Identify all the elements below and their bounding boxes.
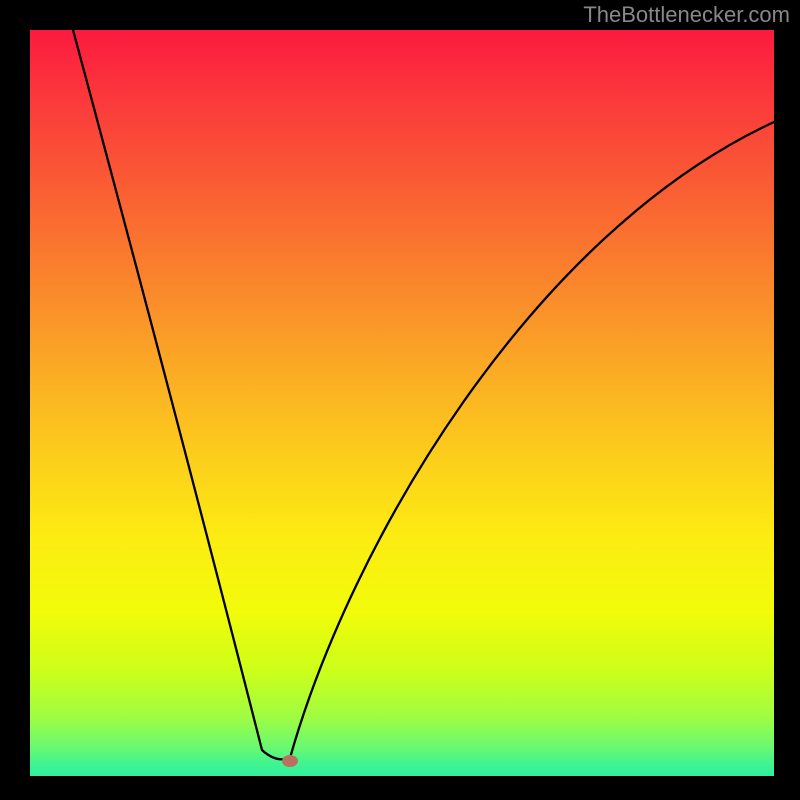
- watermark-text: TheBottlenecker.com: [583, 2, 790, 28]
- chart-frame: TheBottlenecker.com: [0, 0, 800, 800]
- gradient-background: [30, 30, 774, 776]
- plot-area: [30, 30, 774, 776]
